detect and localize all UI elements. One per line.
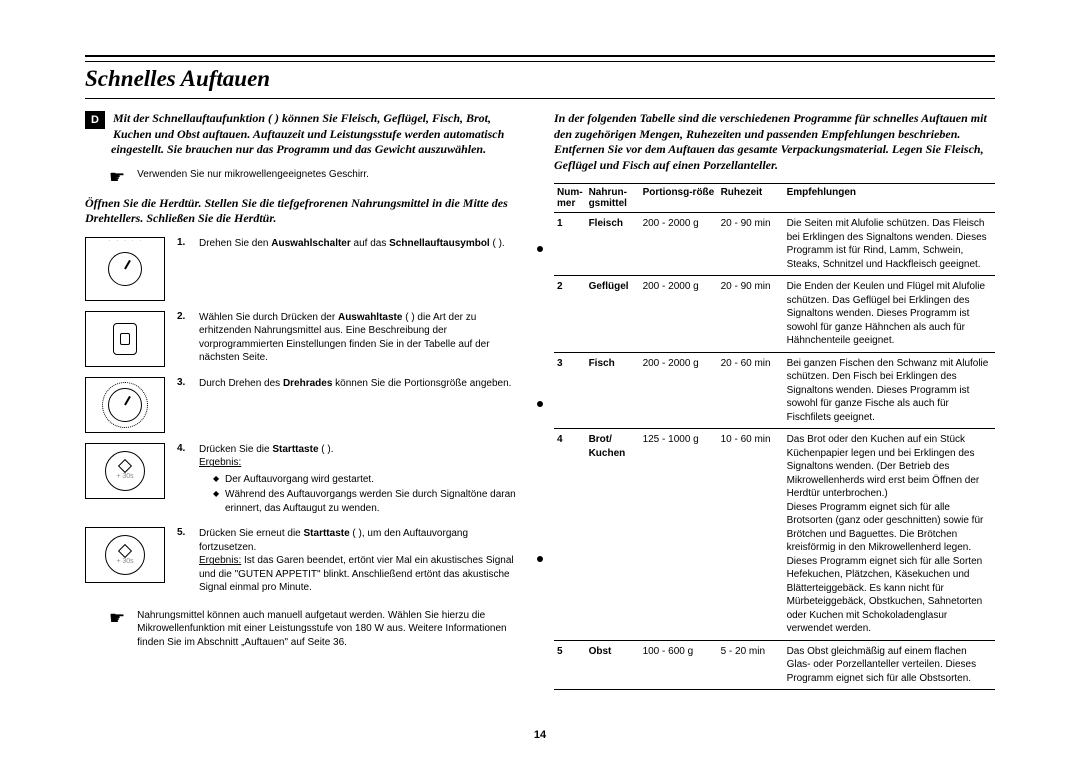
step-1-text: Drehen Sie den Auswahlschalter auf das S… bbox=[199, 237, 526, 251]
cell-rec: Die Enden der Keulen und Flügel mit Aluf… bbox=[784, 276, 995, 353]
step-2-num: 2. bbox=[177, 311, 191, 322]
table-row: 2Geflügel200 - 2000 g20 - 90 minDie Ende… bbox=[554, 276, 995, 353]
lang-badge: D bbox=[85, 111, 105, 129]
cell-food: Fleisch bbox=[586, 213, 640, 276]
cell-food: Fisch bbox=[586, 352, 640, 429]
page-number: 14 bbox=[0, 729, 1080, 741]
table-body: 1Fleisch200 - 2000 g20 - 90 minDie Seite… bbox=[554, 213, 995, 690]
cell-rest: 20 - 90 min bbox=[718, 276, 784, 353]
defrost-table: Num-mer Nahrun-gsmittel Portionsg-röße R… bbox=[554, 183, 995, 690]
step-1: · · · · · 1. Drehen Sie den Auswahlschal… bbox=[85, 237, 526, 301]
intro-left: Mit der Schnellauftaufunktion ( ) können… bbox=[111, 111, 526, 158]
start-label-2: + 30s bbox=[116, 558, 133, 565]
note-2: ☛ Nahrungsmittel können auch manuell auf… bbox=[109, 609, 526, 650]
cell-num: 4 bbox=[554, 429, 586, 641]
cell-num: 3 bbox=[554, 352, 586, 429]
th-rest: Ruhezeit bbox=[718, 184, 784, 213]
cell-portion: 200 - 2000 g bbox=[640, 213, 718, 276]
table-row: 3Fisch200 - 2000 g20 - 60 minBei ganzen … bbox=[554, 352, 995, 429]
th-rec: Empfehlungen bbox=[784, 184, 995, 213]
pointer-icon: ☛ bbox=[109, 609, 125, 627]
step-4-illustration: + 30s bbox=[85, 443, 165, 499]
cell-rec: Bei ganzen Fischen den Schwanz mit Alufo… bbox=[784, 352, 995, 429]
step-2-illustration bbox=[85, 311, 165, 367]
cell-rest: 10 - 60 min bbox=[718, 429, 784, 641]
intro-right: In der folgenden Tabelle sind die versch… bbox=[554, 111, 995, 173]
start-label: + 30s bbox=[116, 473, 133, 480]
table-header-row: Num-mer Nahrun-gsmittel Portionsg-röße R… bbox=[554, 184, 995, 213]
cell-portion: 200 - 2000 g bbox=[640, 276, 718, 353]
th-num: Num-mer bbox=[554, 184, 586, 213]
cell-num: 1 bbox=[554, 213, 586, 276]
step-3-text: Durch Drehen des Drehrades können Sie di… bbox=[199, 377, 526, 391]
step-5: + 30s 5. Drücken Sie erneut die Starttas… bbox=[85, 527, 526, 595]
cell-food: Obst bbox=[586, 640, 640, 690]
step-1-illustration: · · · · · bbox=[85, 237, 165, 301]
cell-num: 2 bbox=[554, 276, 586, 353]
cell-rest: 20 - 60 min bbox=[718, 352, 784, 429]
cell-portion: 125 - 1000 g bbox=[640, 429, 718, 641]
right-column: In der folgenden Tabelle sind die versch… bbox=[554, 111, 995, 690]
step-2: 2. Wählen Sie durch Drücken der Auswahlt… bbox=[85, 311, 526, 367]
cell-food: Geflügel bbox=[586, 276, 640, 353]
cell-portion: 200 - 2000 g bbox=[640, 352, 718, 429]
cell-rest: 20 - 90 min bbox=[718, 213, 784, 276]
cell-num: 5 bbox=[554, 640, 586, 690]
pointer-icon: ☛ bbox=[109, 168, 125, 186]
step-4: + 30s 4. Drücken Sie die Starttaste ( ).… bbox=[85, 443, 526, 518]
cell-rec: Das Brot oder den Kuchen auf ein Stück K… bbox=[784, 429, 995, 641]
table-row: 4Brot/Kuchen125 - 1000 g10 - 60 minDas B… bbox=[554, 429, 995, 641]
step-5-text: Drücken Sie erneut die Starttaste ( ), u… bbox=[199, 527, 526, 595]
rule-top bbox=[85, 55, 995, 62]
step-4-text: Drücken Sie die Starttaste ( ).Ergebnis:… bbox=[199, 443, 526, 518]
subhead-left: Öffnen Sie die Herdtür. Stellen Sie die … bbox=[85, 196, 526, 227]
page: Schnelles Auftauen D Mit der Schnellauft… bbox=[0, 0, 1080, 763]
page-title: Schnelles Auftauen bbox=[85, 66, 995, 92]
step-1-num: 1. bbox=[177, 237, 191, 248]
cell-portion: 100 - 600 g bbox=[640, 640, 718, 690]
cell-food: Brot/Kuchen bbox=[586, 429, 640, 641]
reg-dot bbox=[537, 556, 543, 562]
table-row: 5Obst100 - 600 g5 - 20 minDas Obst gleic… bbox=[554, 640, 995, 690]
step-5-illustration: + 30s bbox=[85, 527, 165, 583]
note-1: ☛ Verwenden Sie nur mikrowellengeeignete… bbox=[109, 168, 526, 186]
cell-rec: Die Seiten mit Alufolie schützen. Das Fl… bbox=[784, 213, 995, 276]
left-column: D Mit der Schnellauftaufunktion ( ) könn… bbox=[85, 111, 526, 690]
step-3: 3. Durch Drehen des Drehrades können Sie… bbox=[85, 377, 526, 433]
step-4-num: 4. bbox=[177, 443, 191, 454]
step-3-num: 3. bbox=[177, 377, 191, 388]
step-3-illustration bbox=[85, 377, 165, 433]
table-row: 1Fleisch200 - 2000 g20 - 90 minDie Seite… bbox=[554, 213, 995, 276]
reg-dot bbox=[537, 246, 543, 252]
note-1-text: Verwenden Sie nur mikrowellengeeignetes … bbox=[137, 168, 526, 182]
steps: · · · · · 1. Drehen Sie den Auswahlschal… bbox=[85, 237, 526, 595]
note-2-text: Nahrungsmittel können auch manuell aufge… bbox=[137, 609, 526, 650]
th-portion: Portionsg-röße bbox=[640, 184, 718, 213]
rule-under-title bbox=[85, 98, 995, 99]
step-2-text: Wählen Sie durch Drücken der Auswahltast… bbox=[199, 311, 526, 365]
step-5-num: 5. bbox=[177, 527, 191, 538]
cell-rest: 5 - 20 min bbox=[718, 640, 784, 690]
cell-rec: Das Obst gleichmäßig auf einem flachen G… bbox=[784, 640, 995, 690]
intro-block: D Mit der Schnellauftaufunktion ( ) könn… bbox=[85, 111, 526, 158]
th-food: Nahrun-gsmittel bbox=[586, 184, 640, 213]
reg-dot bbox=[537, 401, 543, 407]
